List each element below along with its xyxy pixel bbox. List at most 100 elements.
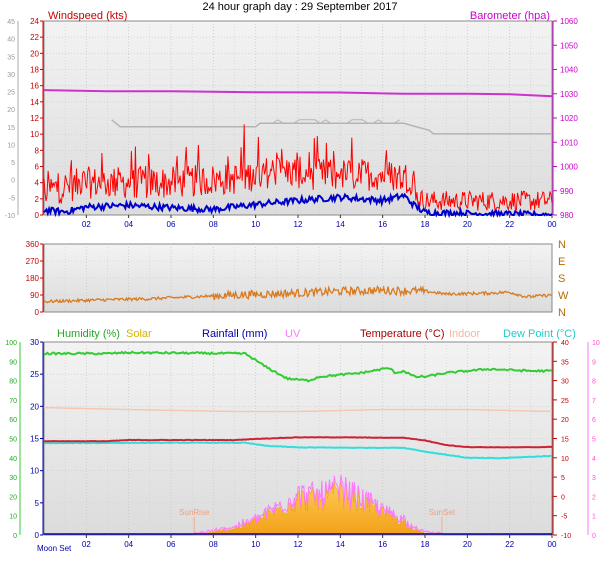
wind-axis-tick-label: 4: [35, 179, 40, 188]
legend-indoor: Indoor: [449, 328, 481, 340]
moon-set-label: Moon Set: [37, 544, 72, 553]
wind-axis-tick-label: 18: [30, 66, 39, 75]
outer-axis-tick-label: -5: [9, 195, 15, 202]
compass-label: E: [558, 256, 565, 268]
hum-time-label: 22: [505, 540, 514, 549]
temp-axis-tick-label: 20: [561, 417, 569, 424]
uv-axis-tick-label: 3: [592, 475, 596, 482]
dir-axis-tick-label: 90: [30, 291, 39, 300]
temp-axis-tick-label: 30: [561, 379, 569, 386]
uv-axis-tick-label: 5: [592, 437, 596, 444]
humidity-temp-axes: 0102030405060708090100051015202530-10-50…: [5, 338, 600, 549]
hum-time-label: 14: [336, 540, 345, 549]
temp-axis-tick-label: 5: [561, 475, 565, 482]
indoor-temp-line: [43, 406, 553, 413]
baro-axis-tick-label: 1020: [560, 114, 578, 123]
temp-axis-tick-label: 0: [561, 494, 565, 501]
wind-time-label: 18: [421, 220, 430, 229]
uv-axis-tick-label: 10: [592, 340, 600, 347]
humidity-axis-tick-label: 100: [5, 340, 17, 347]
wind-time-label: 04: [124, 220, 133, 229]
dir-axis-tick-label: 360: [26, 240, 40, 249]
wind-axis-tick-label: 0: [35, 211, 40, 220]
dir-axis-tick-label: 270: [26, 257, 40, 266]
humidity-temp-series: SunRise SunSet: [43, 350, 553, 536]
temp-axis-tick-label: 35: [561, 359, 569, 366]
wind-gust-line: [43, 124, 553, 213]
humidity-axis-tick-label: 40: [9, 456, 17, 463]
rain-axis-tick-label: 10: [30, 467, 39, 476]
humidity-axis-tick-label: 0: [13, 533, 17, 540]
sunset-label: SunSet: [429, 508, 456, 517]
humidity-axis-tick-label: 70: [9, 398, 17, 405]
humidity-temp-panel: SunRise SunSet 01020304050607080901000510…: [5, 328, 600, 549]
baro-axis-tick-label: 1050: [560, 41, 578, 50]
hum-time-label: 20: [463, 540, 472, 549]
baro-axis-tick-label: 980: [560, 211, 574, 220]
humidity-axis-tick-label: 20: [9, 494, 17, 501]
cloud-base-jitter: [262, 119, 400, 124]
wind-time-label: 06: [167, 220, 176, 229]
outer-axis-tick-label: 10: [7, 142, 15, 149]
legend-temperature: Temperature (°C): [360, 328, 444, 340]
windspeed-legend: Windspeed (kts): [48, 10, 127, 22]
legend-solar: Solar: [126, 328, 152, 340]
outer-axis-tick-label: 40: [7, 37, 15, 44]
wind-time-label: 10: [251, 220, 260, 229]
hum-time-label: 10: [251, 540, 260, 549]
wind-axis-tick-label: 16: [30, 82, 39, 91]
outer-axis-tick-label: 25: [7, 90, 15, 97]
baro-axis-tick-label: 990: [560, 187, 574, 196]
wind-axis-tick-label: 20: [30, 49, 39, 58]
wind-time-label: 22: [505, 220, 514, 229]
direction-gridlines: [44, 244, 552, 312]
hum-time-label: 18: [421, 540, 430, 549]
baro-axis-tick-label: 1000: [560, 163, 578, 172]
uv-line: [193, 475, 443, 536]
humidity-axis-tick-label: 60: [9, 417, 17, 424]
direction-series: [43, 284, 553, 304]
hum-time-label: 08: [209, 540, 218, 549]
rain-axis-tick-label: 30: [30, 338, 39, 347]
outer-axis-tick-label: 15: [7, 125, 15, 132]
wind-time-label: 16: [378, 220, 387, 229]
uv-axis-tick-label: 2: [592, 494, 596, 501]
wind-baro-axes: -10-505101520253035404502468101214161820…: [5, 17, 578, 229]
wind-axis-tick-label: 10: [30, 130, 39, 139]
wind-axis-tick-label: 6: [35, 163, 40, 172]
uv-axis-tick-label: 0: [592, 533, 596, 540]
legend-uv: UV: [285, 328, 301, 340]
wind-time-label: 20: [463, 220, 472, 229]
humidity-temp-legend: Humidity (%) Solar Rainfall (mm) UV Temp…: [57, 328, 576, 340]
legend-humidity: Humidity (%): [57, 328, 120, 340]
wind-axis-tick-label: 12: [30, 114, 39, 123]
outer-axis-tick-label: 35: [7, 54, 15, 61]
temp-axis-tick-label: -5: [561, 514, 567, 521]
barometer-legend: Barometer (hpa): [470, 10, 550, 22]
dir-axis-tick-label: 0: [35, 308, 40, 317]
wind-axis-tick-label: 24: [30, 17, 39, 26]
hum-time-label: 16: [378, 540, 387, 549]
rain-axis-tick-label: 20: [30, 402, 39, 411]
wind-time-label: 08: [209, 220, 218, 229]
uv-axis-tick-label: 9: [592, 359, 596, 366]
sunrise-label: SunRise: [179, 508, 210, 517]
compass-label: S: [558, 273, 565, 285]
avg-wind-line: [43, 192, 553, 219]
humidity-axis-tick-label: 50: [9, 437, 17, 444]
dir-axis-tick-label: 180: [26, 274, 40, 283]
humidity-axis-tick-label: 80: [9, 379, 17, 386]
baro-axis-tick-label: 1060: [560, 17, 578, 26]
outer-axis-tick-label: 0: [11, 178, 15, 185]
humidity-axis-tick-label: 10: [9, 514, 17, 521]
uv-axis-tick-label: 1: [592, 514, 596, 521]
legend-dewpoint: Dew Point (°C): [503, 328, 576, 340]
hum-time-label: 04: [124, 540, 133, 549]
temp-axis-tick-label: 25: [561, 398, 569, 405]
temp-axis-tick-label: 15: [561, 437, 569, 444]
barometer-line: [43, 89, 553, 98]
rain-axis-tick-label: 0: [35, 531, 40, 540]
outer-axis-tick-label: -10: [5, 213, 15, 220]
